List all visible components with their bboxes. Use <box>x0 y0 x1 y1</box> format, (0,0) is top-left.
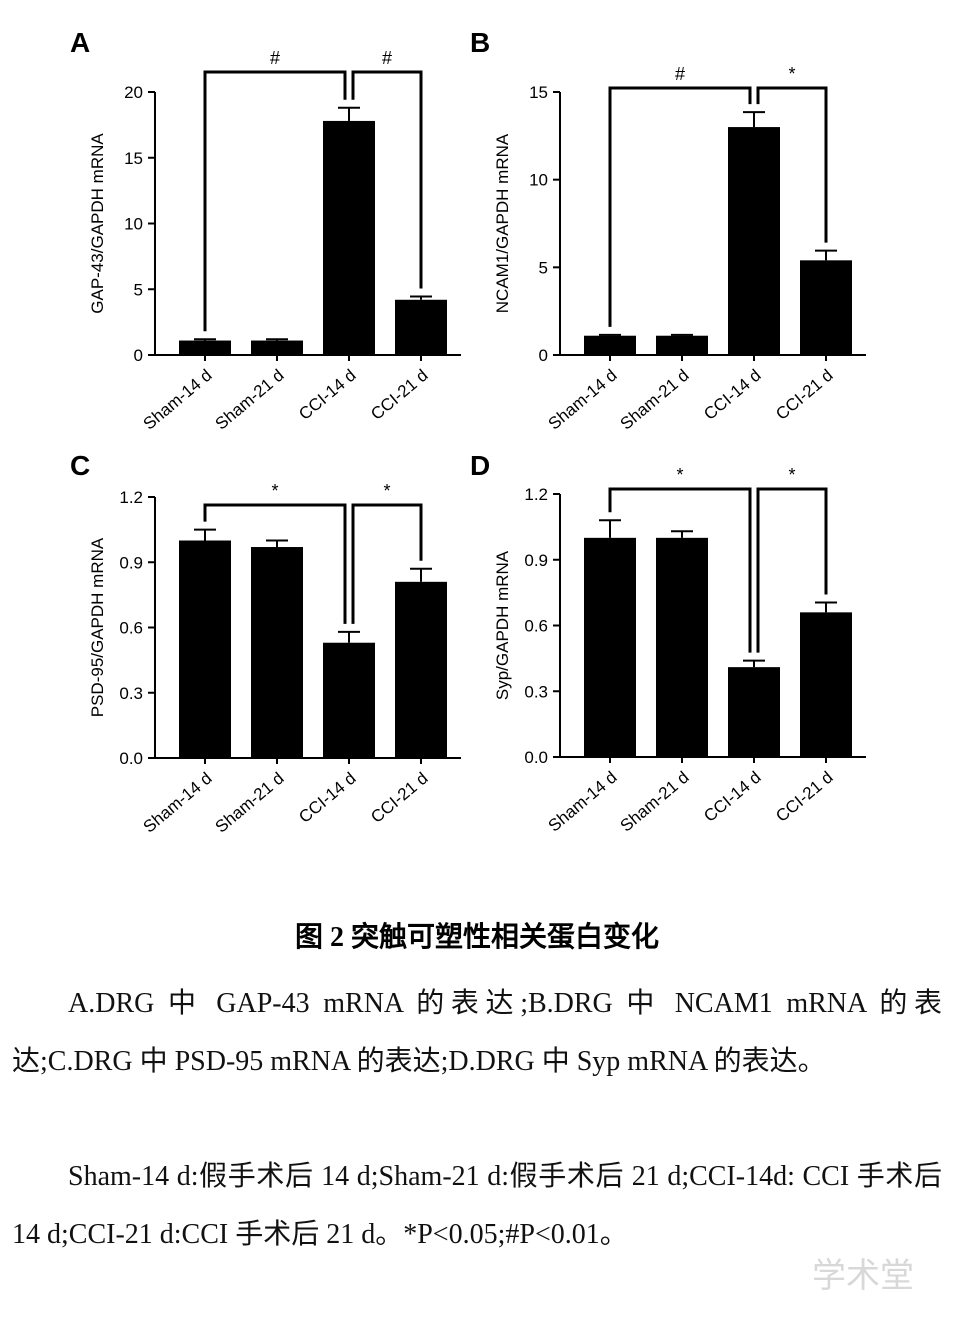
bar <box>656 537 708 757</box>
bar <box>800 612 852 757</box>
significance-label: # <box>675 64 685 84</box>
y-tick-label: 1.2 <box>119 488 143 507</box>
y-tick-label: 0.6 <box>524 617 548 636</box>
y-tick-label: 15 <box>529 83 548 102</box>
x-tick-label: Sham-14 d <box>140 366 216 434</box>
significance-bracket <box>608 86 752 327</box>
x-tick-label: CCI-21 d <box>772 768 836 826</box>
x-tick-label: CCI-21 d <box>772 366 836 424</box>
x-tick-label: CCI-14 d <box>295 769 359 827</box>
y-tick-label: 5 <box>539 258 548 277</box>
x-tick-label: CCI-14 d <box>295 366 359 424</box>
bar <box>395 581 447 758</box>
significance-label: * <box>271 481 278 501</box>
y-tick-label: 1.2 <box>524 485 548 504</box>
panel-label: C <box>70 450 90 481</box>
panel-label: A <box>70 27 90 58</box>
bar <box>584 537 636 757</box>
caption-paragraph: A.DRG 中 GAP-43 mRNA 的表达;B.DRG 中 NCAM1 mR… <box>12 988 942 1077</box>
y-tick-label: 5 <box>134 280 143 299</box>
bar <box>251 547 303 758</box>
caption-title: 图 2 突触可塑性相关蛋白变化 <box>294 922 659 953</box>
significance-bracket <box>351 503 423 624</box>
significance-label: * <box>676 465 683 485</box>
bar <box>179 340 231 355</box>
y-axis-label: NCAM1/GAPDH mRNA <box>493 133 512 313</box>
x-tick-label: CCI-21 d <box>367 366 431 424</box>
significance-bracket <box>608 487 752 653</box>
significance-label: * <box>788 64 795 84</box>
x-tick-label: CCI-14 d <box>700 768 764 826</box>
bar <box>656 335 708 355</box>
y-tick-label: 0.9 <box>524 551 548 570</box>
y-axis-label: Syp/GAPDH mRNA <box>493 550 512 700</box>
significance-bracket <box>756 487 828 653</box>
y-tick-label: 0.0 <box>119 749 143 768</box>
x-tick-label: CCI-21 d <box>367 769 431 827</box>
bar <box>323 642 375 758</box>
significance-bracket <box>756 86 828 243</box>
bar <box>251 340 303 355</box>
bar <box>728 667 780 757</box>
x-tick-label: Sham-21 d <box>617 366 693 434</box>
panel-label: D <box>470 450 490 481</box>
y-tick-label: 0.0 <box>524 748 548 767</box>
significance-label: * <box>383 481 390 501</box>
x-tick-label: Sham-21 d <box>617 768 693 836</box>
bar <box>179 540 231 758</box>
panel-label: B <box>470 27 490 58</box>
y-tick-label: 10 <box>529 171 548 190</box>
y-tick-label: 0 <box>134 346 143 365</box>
x-tick-label: Sham-21 d <box>212 366 288 434</box>
significance-label: # <box>382 48 392 68</box>
y-tick-label: 20 <box>124 83 143 102</box>
significance-bracket <box>203 70 347 332</box>
bar <box>728 127 780 355</box>
bar <box>584 335 636 355</box>
significance-label: # <box>270 48 280 68</box>
x-tick-label: CCI-14 d <box>700 366 764 424</box>
y-axis-label: GAP-43/GAPDH mRNA <box>88 133 107 314</box>
caption-paragraph: Sham-14 d:假手术后 14 d;Sham-21 d:假手术后 21 d;… <box>12 1161 942 1250</box>
watermark: 学术堂 <box>812 1256 914 1296</box>
significance-bracket <box>351 70 423 289</box>
y-axis-label: PSD-95/GAPDH mRNA <box>88 537 107 717</box>
significance-label: * <box>788 465 795 485</box>
y-tick-label: 10 <box>124 215 143 234</box>
x-tick-label: Sham-14 d <box>545 768 621 836</box>
y-tick-label: 0.3 <box>119 684 143 703</box>
y-tick-label: 0.6 <box>119 619 143 638</box>
y-tick-label: 15 <box>124 149 143 168</box>
y-tick-label: 0 <box>539 346 548 365</box>
bar <box>800 260 852 355</box>
x-tick-label: Sham-21 d <box>212 769 288 837</box>
x-tick-label: Sham-14 d <box>545 366 621 434</box>
bar <box>395 299 447 355</box>
bar <box>323 120 375 356</box>
y-tick-label: 0.3 <box>524 682 548 701</box>
x-tick-label: Sham-14 d <box>140 769 216 837</box>
significance-bracket <box>203 503 347 624</box>
y-tick-label: 0.9 <box>119 553 143 572</box>
